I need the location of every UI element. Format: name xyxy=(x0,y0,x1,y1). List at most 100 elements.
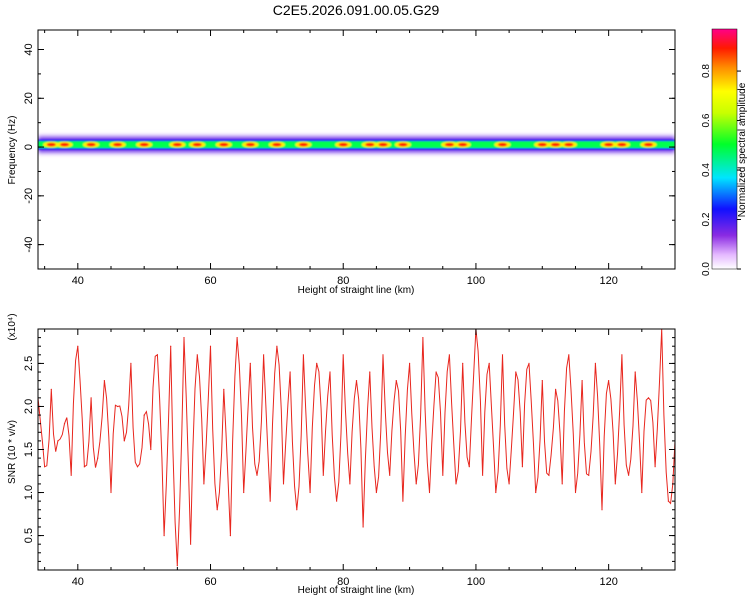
snr-data-point xyxy=(44,466,46,468)
snr-series-line xyxy=(38,329,675,566)
snr-data-point xyxy=(136,466,139,468)
spectrogram-panel: 40 60 80 100 120 -40 -20 0 20 40 Height of strai… xyxy=(7,29,676,296)
ridge-peak xyxy=(444,142,454,147)
snr-data-point xyxy=(150,448,152,451)
snr-data-point xyxy=(170,345,172,347)
snr-data-point xyxy=(63,423,66,425)
colorbar-ticks: 0.0 0.2 0.4 0.6 0.8 xyxy=(701,64,741,276)
spectrogram-plot-frame xyxy=(37,29,676,270)
snr-line-clip xyxy=(38,329,675,567)
ridge-peak xyxy=(113,142,123,147)
spectrogram-x-ticks: 40 60 80 100 120 xyxy=(44,30,676,287)
ridge-peak xyxy=(604,142,614,147)
snr-data-point xyxy=(110,491,112,494)
ridge-peak xyxy=(219,142,229,147)
snr-data-point xyxy=(57,440,59,442)
colorbar-tick-label: 0.8 xyxy=(701,64,712,78)
snr-x-tick-label: 60 xyxy=(204,576,216,588)
snr-panel: 40 60 80 100 120 0.5 1.0 1.5 2.0 2.5 Height of s… xyxy=(7,313,676,596)
snr-data-point xyxy=(130,362,132,364)
snr-data-point xyxy=(528,362,530,364)
snr-data-point xyxy=(342,354,344,356)
spectrogram-ridge xyxy=(38,134,675,155)
ridge-peak xyxy=(564,142,574,147)
snr-data-point xyxy=(243,491,245,494)
spectrogram-x-tick-label: 80 xyxy=(337,275,349,287)
snr-data-point xyxy=(309,491,311,494)
snr-data-point xyxy=(422,337,424,339)
snr-data-point xyxy=(495,491,497,494)
spectrogram-y-ticks: -40 -20 0 20 40 xyxy=(23,43,675,270)
ridge-peak xyxy=(272,142,282,147)
spectrogram-y-tick-label: -40 xyxy=(23,237,35,253)
spectrogram-x-axis-label: Height of straight line (km) xyxy=(298,285,415,296)
snr-y-tick-label: 0.5 xyxy=(23,528,35,543)
colorbar-label: Normalized spectral amplitude xyxy=(737,82,748,217)
colorbar-tick-label: 0.4 xyxy=(701,163,712,177)
snr-data-point xyxy=(203,483,205,485)
snr-data-point xyxy=(594,362,597,364)
snr-data-point xyxy=(50,388,52,390)
spectrogram-x-tick-label: 100 xyxy=(467,275,485,287)
snr-data-point xyxy=(647,397,650,399)
snr-data-point xyxy=(508,483,510,485)
snr-data-point xyxy=(601,509,603,511)
snr-x-axis-label: Height of straight line (km) xyxy=(298,585,415,596)
snr-data-point xyxy=(322,474,324,476)
snr-data-point xyxy=(143,414,145,416)
ridge-peak xyxy=(172,142,182,147)
ridge-peak xyxy=(338,142,348,147)
snr-data-point xyxy=(77,345,79,347)
snr-data-point xyxy=(263,354,265,356)
snr-data-point xyxy=(369,371,371,373)
snr-data-point xyxy=(190,543,192,545)
snr-data-point xyxy=(229,535,231,537)
snr-y-tick-label: 2.5 xyxy=(23,356,35,371)
snr-y-axis-label: SNR (10 * v/v) xyxy=(7,420,18,484)
ridge-peak xyxy=(245,142,255,147)
snr-data-point xyxy=(409,362,411,364)
snr-data-point xyxy=(329,371,331,373)
snr-data-point xyxy=(296,509,298,511)
snr-data-point xyxy=(541,380,543,382)
spectrogram-x-tick-label: 60 xyxy=(204,275,216,287)
colorbar-tick-label: 0.6 xyxy=(701,113,712,127)
snr-data-point xyxy=(501,354,504,356)
ridge-peak xyxy=(378,142,388,147)
snr-data-point xyxy=(621,354,623,356)
snr-data-point xyxy=(442,474,444,476)
ridge-peak xyxy=(46,142,56,147)
snr-x-ticks: 40 60 80 100 120 xyxy=(44,329,676,588)
snr-data-point xyxy=(628,474,630,476)
ridge-peak xyxy=(617,142,627,147)
snr-data-point xyxy=(588,474,590,476)
snr-data-point xyxy=(634,371,636,373)
colorbar: 0.0 0.2 0.4 0.6 0.8 Normalized spectral ampl… xyxy=(701,28,748,276)
snr-x-tick-label: 100 xyxy=(467,576,485,588)
snr-x-tick-label: 40 xyxy=(72,576,84,588)
snr-data-point xyxy=(515,371,517,373)
snr-data-point xyxy=(223,388,225,390)
snr-scale-label: (x10⁴) xyxy=(7,313,18,340)
snr-data-point xyxy=(236,337,238,339)
spectrogram-y-axis-label: Frequency (Hz) xyxy=(7,116,18,185)
snr-data-point xyxy=(355,380,358,382)
snr-data-point xyxy=(581,380,583,382)
snr-data-point xyxy=(336,500,338,502)
ridge-peak xyxy=(643,142,653,147)
ridge-peak xyxy=(86,142,96,147)
snr-data-point xyxy=(289,371,291,373)
snr-data-point xyxy=(641,491,643,494)
snr-data-point xyxy=(614,483,616,485)
snr-data-point xyxy=(83,466,85,468)
snr-x-tick-label: 80 xyxy=(337,576,349,588)
spectrogram-y-tick-label: 40 xyxy=(23,43,35,55)
snr-data-point xyxy=(462,362,464,364)
snr-data-point xyxy=(448,354,450,356)
snr-data-point xyxy=(561,483,563,485)
snr-data-point xyxy=(555,388,557,390)
snr-data-point xyxy=(183,337,185,339)
snr-data-point xyxy=(209,345,212,347)
ridge-peak xyxy=(139,142,149,147)
snr-data-point xyxy=(97,457,99,459)
